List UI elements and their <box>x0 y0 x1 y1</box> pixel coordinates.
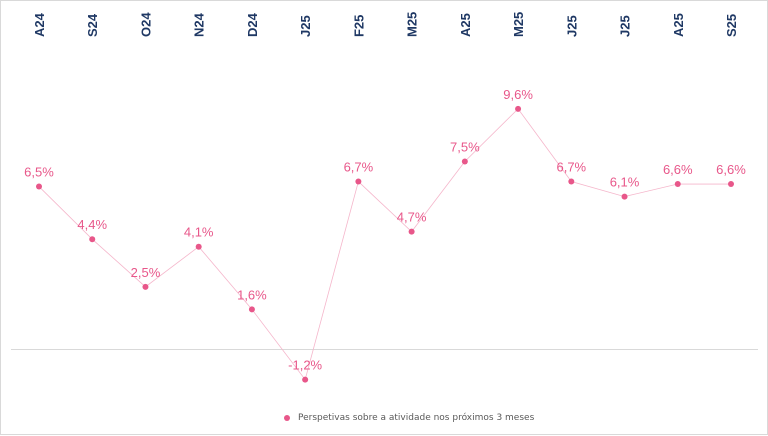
legend: Perspetivas sobre a atividade nos próxim… <box>284 413 534 423</box>
data-label: 6,6% <box>716 162 746 177</box>
data-point[interactable] <box>195 243 202 250</box>
data-point[interactable] <box>36 183 42 190</box>
x-tick-label: A24 <box>32 12 47 37</box>
x-tick-label: A25 <box>671 13 686 37</box>
data-label: 1,6% <box>237 287 267 302</box>
data-point[interactable] <box>674 181 681 188</box>
data-point[interactable] <box>461 158 468 165</box>
data-point[interactable] <box>568 178 575 185</box>
x-tick-label: M25 <box>405 12 420 37</box>
x-tick-label: S24 <box>85 13 100 37</box>
data-point[interactable] <box>621 193 628 200</box>
x-tick-label: J25 <box>618 15 633 37</box>
data-label: 6,7% <box>344 160 374 175</box>
x-tick-label: D24 <box>245 12 260 37</box>
legend-label: Perspetivas sobre a atividade nos próxim… <box>298 413 535 423</box>
x-tick-label: J25 <box>298 15 313 37</box>
data-label: 4,7% <box>397 210 427 225</box>
data-point[interactable] <box>355 178 362 185</box>
data-label: 6,7% <box>556 160 586 175</box>
x-tick-label: S25 <box>724 14 739 37</box>
data-point[interactable] <box>248 306 255 313</box>
data-point[interactable] <box>142 283 149 290</box>
data-label: 4,4% <box>77 217 107 232</box>
data-label: 7,5% <box>450 139 480 154</box>
legend-marker <box>284 415 290 421</box>
data-label: 6,1% <box>610 175 640 190</box>
data-label: 2,5% <box>131 265 161 280</box>
series-line <box>38 108 731 381</box>
x-tick-label: N24 <box>192 12 207 37</box>
x-tick-label: A25 <box>458 13 473 37</box>
data-label: 9,6% <box>503 87 533 102</box>
x-tick-label: M25 <box>511 12 526 37</box>
data-label: 4,1% <box>184 225 214 240</box>
data-point[interactable] <box>302 376 309 383</box>
data-point[interactable] <box>515 105 522 112</box>
data-point[interactable] <box>408 228 415 235</box>
data-label: 6,6% <box>663 162 693 177</box>
data-label: 6,5% <box>24 165 54 180</box>
data-point[interactable] <box>89 236 96 243</box>
x-tick-label: F25 <box>351 15 366 37</box>
x-tick-label: O24 <box>138 12 153 37</box>
data-point[interactable] <box>728 181 734 188</box>
x-tick-label: J25 <box>564 15 579 37</box>
data-label: -1,2% <box>288 358 322 373</box>
